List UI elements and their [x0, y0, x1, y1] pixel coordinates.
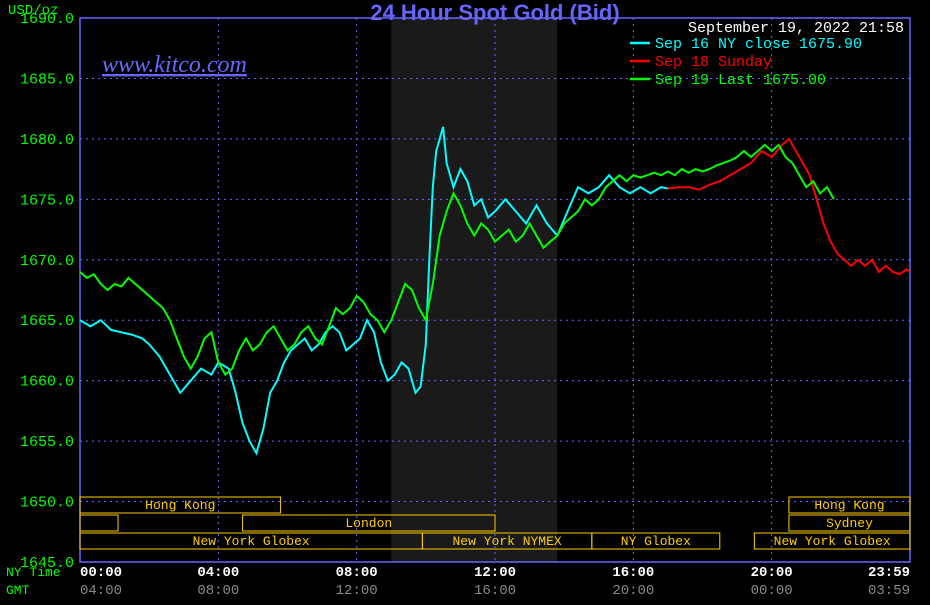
ny-time-tick: 12:00	[474, 565, 516, 581]
legend-label: Sep 16 NY close 1675.90	[655, 36, 862, 53]
y-tick-label: 1655.0	[20, 434, 74, 451]
ny-time-label: NY Time	[6, 565, 61, 580]
legend-label: Sep 19 Last 1675.00	[655, 72, 826, 89]
gmt-tick: 00:00	[751, 583, 793, 599]
market-session-label: New York NYMEX	[452, 534, 561, 549]
market-session-label: Hong Kong	[814, 498, 884, 513]
gmt-tick: 20:00	[612, 583, 654, 599]
y-tick-label: 1680.0	[20, 132, 74, 149]
market-session-label: London	[345, 516, 392, 531]
ny-time-tick: 20:00	[751, 565, 793, 581]
shaded-trading-region	[391, 18, 557, 562]
ny-time-tick: 04:00	[197, 565, 239, 581]
market-session-label: New York Globex	[774, 534, 891, 549]
y-tick-label: 1685.0	[20, 71, 74, 88]
ny-time-tick: 00:00	[80, 565, 122, 581]
gmt-tick: 12:00	[336, 583, 378, 599]
legend-label: Sep 18 Sunday	[655, 54, 772, 71]
y-tick-label: 1650.0	[20, 495, 74, 512]
y-axis-label: USD/oz	[8, 3, 58, 19]
chart-container: 1645.01650.01655.01660.01665.01670.01675…	[0, 0, 930, 605]
spot-gold-chart: 1645.01650.01655.01660.01665.01670.01675…	[0, 0, 930, 605]
chart-title: 24 Hour Spot Gold (Bid)	[370, 0, 619, 25]
y-tick-label: 1675.0	[20, 192, 74, 209]
gmt-tick: 16:00	[474, 583, 516, 599]
ny-time-tick: 23:59	[868, 565, 910, 581]
gmt-tick: 08:00	[197, 583, 239, 599]
gmt-label: GMT	[6, 583, 30, 598]
market-session-label: NY Globex	[621, 534, 691, 549]
y-tick-label: 1660.0	[20, 374, 74, 391]
market-session-label: Sydney	[826, 516, 873, 531]
watermark-link[interactable]: www.kitco.com	[102, 52, 247, 78]
ny-time-tick: 16:00	[612, 565, 654, 581]
gmt-tick: 03:59	[868, 583, 910, 599]
gmt-tick: 04:00	[80, 583, 122, 599]
y-tick-label: 1665.0	[20, 313, 74, 330]
ny-time-tick: 08:00	[336, 565, 378, 581]
market-session-label: Hong Kong	[145, 498, 215, 513]
chart-timestamp: September 19, 2022 21:58	[688, 20, 904, 37]
y-tick-label: 1670.0	[20, 253, 74, 270]
market-session-label: New York Globex	[193, 534, 310, 549]
